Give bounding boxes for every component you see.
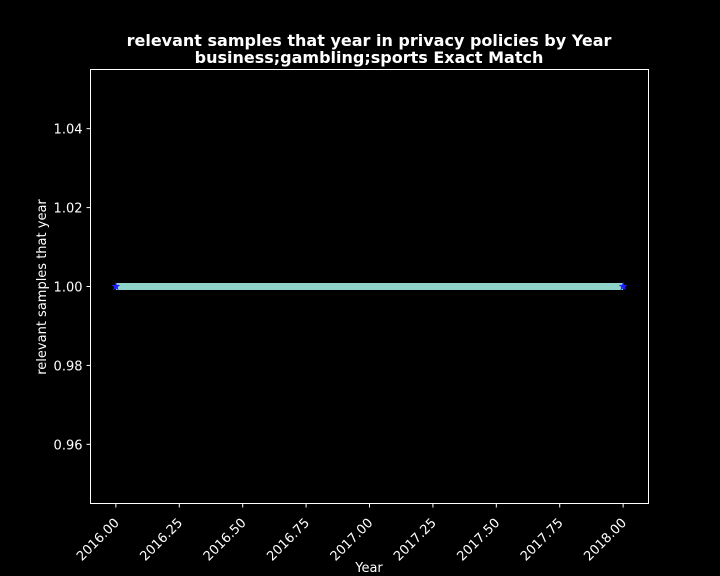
x-tick-label: 2016.75 xyxy=(264,516,313,565)
y-tick-label: 1.04 xyxy=(54,123,83,138)
chart-subtitle: business;gambling;sports Exact Match xyxy=(195,48,544,67)
x-tick-label: 2017.50 xyxy=(455,516,504,565)
x-tick-label: 2018.00 xyxy=(581,516,630,565)
y-axis-label: relevant samples that year xyxy=(35,199,50,375)
x-axis: 2016.00 2016.25 2016.50 2016.75 2017.00 2017.… xyxy=(74,503,630,565)
y-tick-label: 0.96 xyxy=(54,438,83,453)
y-tick-label: 1.02 xyxy=(54,202,83,217)
y-axis: 0.96 0.98 1.00 1.02 1.04 xyxy=(54,123,91,453)
y-tick-label: 0.98 xyxy=(54,359,83,374)
x-tick-label: 2017.00 xyxy=(328,516,377,565)
data-point xyxy=(618,281,628,291)
x-tick-label: 2016.50 xyxy=(201,516,250,565)
x-tick-label: 2016.00 xyxy=(74,516,123,565)
x-tick-label: 2017.75 xyxy=(518,516,567,565)
chart-title: relevant samples that year in privacy po… xyxy=(127,31,612,50)
x-tick-label: 2017.25 xyxy=(391,516,440,565)
data-point xyxy=(111,281,121,291)
y-tick-label: 1.00 xyxy=(54,281,83,296)
x-tick-label: 2016.25 xyxy=(137,516,186,565)
x-axis-label: Year xyxy=(354,561,383,576)
series-layer xyxy=(111,281,628,291)
